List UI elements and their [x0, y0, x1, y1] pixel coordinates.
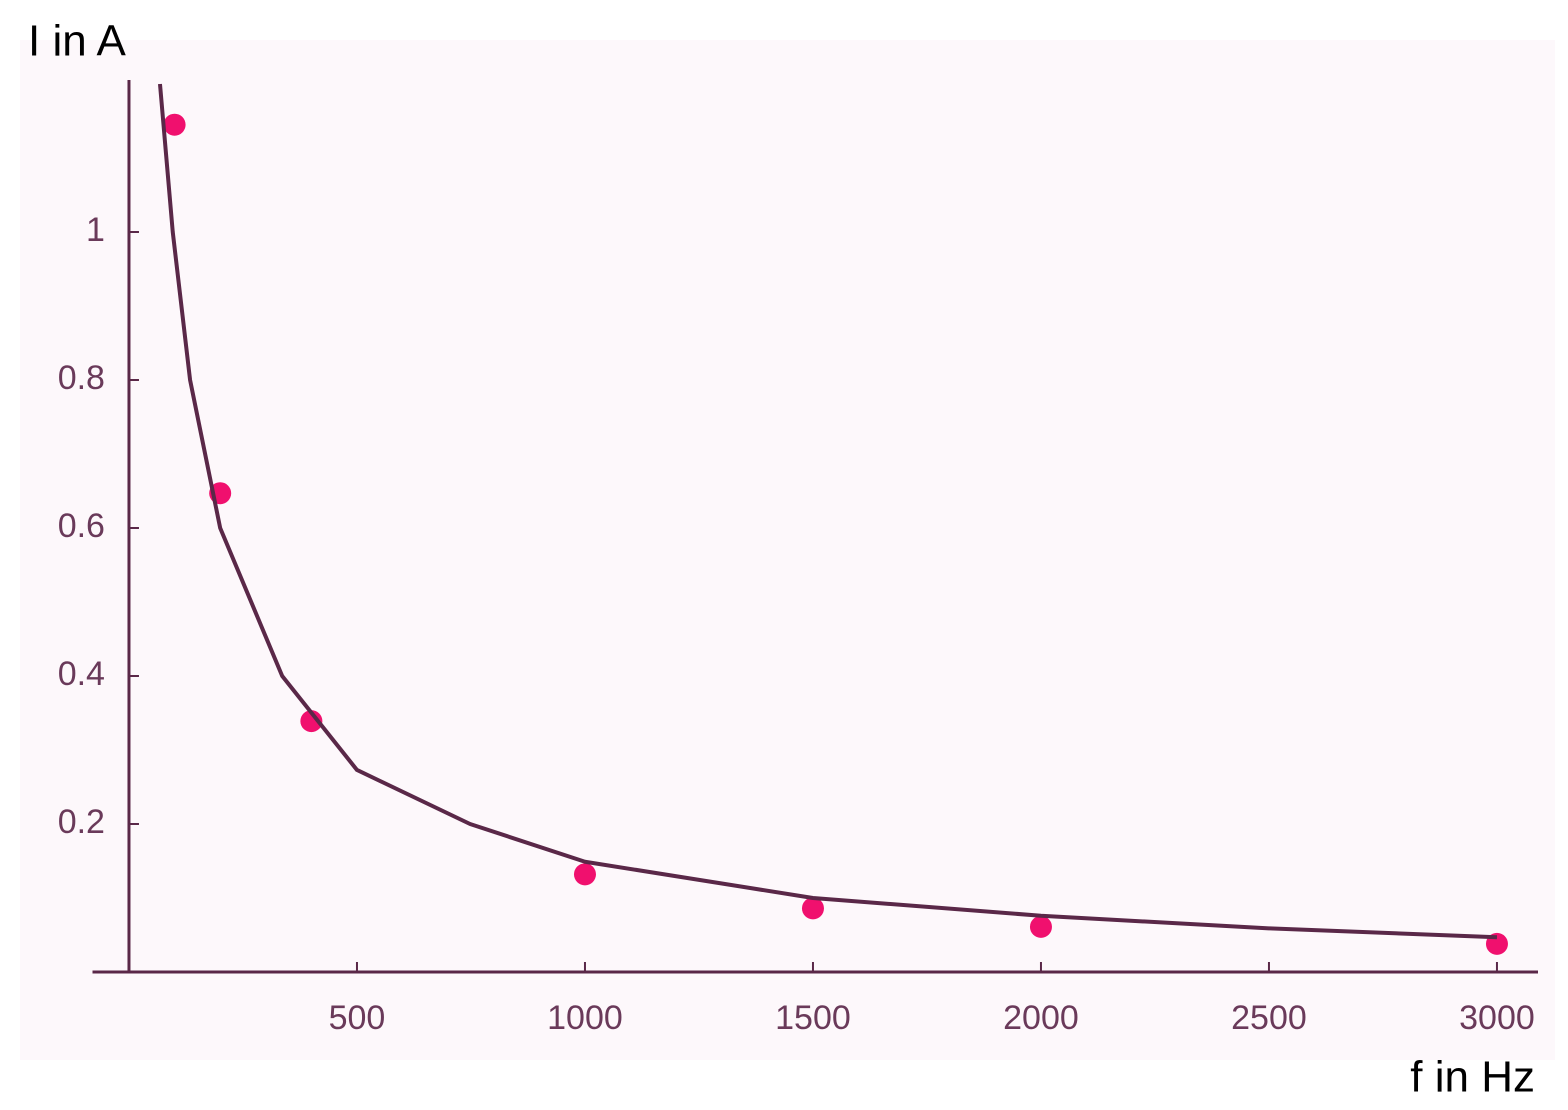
- y-tick-label: 0.2: [58, 803, 105, 841]
- fit-line: [157, 83, 1498, 940]
- y-axis-label: I in A: [28, 17, 126, 66]
- data-point: [573, 863, 596, 886]
- x-tick-label: 500: [329, 999, 386, 1037]
- x-tick-label: 1500: [775, 999, 851, 1037]
- x-axis-label: f in Hz: [1410, 1053, 1535, 1102]
- y-tick-label: 0.4: [58, 655, 105, 693]
- x-tick-label: 1000: [547, 999, 623, 1037]
- x-tick-label: 2000: [1003, 999, 1079, 1037]
- data-point: [300, 710, 323, 733]
- data-point: [1029, 915, 1052, 938]
- y-tick-label: 0.8: [58, 359, 105, 397]
- data-point: [801, 897, 824, 920]
- x-tick-label: 2500: [1231, 999, 1307, 1037]
- y-tick-label: 0.6: [58, 507, 105, 545]
- y-tick-label: 1: [86, 211, 105, 249]
- x-tick-label: 3000: [1459, 999, 1535, 1037]
- plot-background: [20, 40, 1555, 1060]
- data-point: [163, 113, 186, 136]
